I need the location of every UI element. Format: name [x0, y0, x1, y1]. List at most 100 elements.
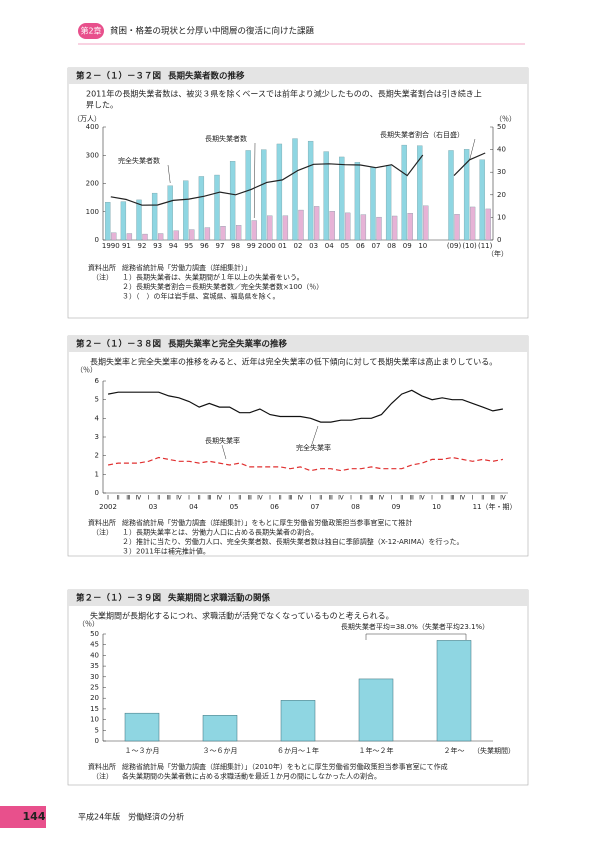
year-label: 09: [392, 503, 401, 511]
x-tick-label: Ⅱ: [157, 495, 160, 502]
bar: [220, 226, 226, 241]
bar: [198, 176, 205, 241]
bar: [313, 206, 320, 241]
x-tick-label: Ⅰ: [229, 495, 231, 502]
bar: [251, 220, 257, 241]
y-tick-label: 100: [86, 208, 99, 216]
x-tick-label: Ⅳ: [500, 495, 506, 502]
x-tick-label: Ⅲ: [207, 495, 211, 502]
figure-description: 2011年の長期失業者数は、被災３県を除くベースでは前年より減少したものの、長期…: [86, 89, 482, 99]
note: ２）推計に当たり、労働力人口、完全失業者数、長期失業者数は独自に季節調整（X-1…: [122, 537, 464, 546]
x-tick-label: Ⅱ: [441, 495, 444, 502]
bar: [485, 208, 491, 241]
x-tick-label: ２年～: [444, 746, 465, 755]
page-number: 144: [23, 810, 46, 823]
bar: [423, 205, 429, 241]
y-tick-label: 0: [95, 737, 99, 745]
source: 総務省統計局「労働力調査（詳細集計）」をもとに厚生労働省労働政策担当参事官室にて…: [122, 518, 412, 527]
leader: [221, 444, 227, 460]
figure-description: 長期失業率と完全失業率の推移をみると、近年は完全失業率の低下傾向に対して長期失業…: [90, 357, 497, 367]
x-tick-label: Ⅰ: [310, 495, 312, 502]
x-tick-label: Ⅰ: [148, 495, 150, 502]
bar: [282, 215, 289, 241]
bar: [329, 211, 335, 241]
header-title: 貧困・格差の現状と分厚い中間層の復活に向けた課題: [110, 26, 315, 37]
figure-number: 第２－（１）－３８図: [76, 339, 161, 350]
x-tick-label: Ⅳ: [338, 495, 344, 502]
bar: [214, 174, 220, 241]
x-tick-label: 05: [340, 242, 349, 250]
y-tick-label: 5: [95, 726, 99, 734]
x-tick-label: 02: [294, 242, 303, 250]
bar: [370, 167, 376, 241]
x-tick-label: Ⅲ: [126, 495, 130, 502]
bracket: [365, 633, 467, 640]
y-axis-label: （万人）: [73, 115, 101, 123]
publication: 平成24年版 労働経済の分析: [78, 812, 184, 822]
y-axis-label: （％）: [76, 366, 97, 374]
bar: [124, 712, 160, 742]
bar: [183, 180, 189, 241]
x-tick-label: Ⅱ: [279, 495, 282, 502]
x-tick-label: 97: [216, 242, 225, 250]
bar: [142, 233, 148, 241]
note-heading: （注）: [92, 528, 113, 537]
x-tick-label: Ⅱ: [360, 495, 363, 502]
line: [107, 389, 504, 423]
note-heading: （注）: [92, 772, 113, 781]
line: [107, 456, 504, 472]
bar: [454, 214, 460, 241]
year-label: 10: [432, 503, 441, 511]
x-tick-label: Ⅳ: [460, 495, 466, 502]
x-tick-label: Ⅰ: [188, 495, 190, 502]
note: ３）（ ）の年は岩手県、宮城県、福島県を除く。: [122, 292, 280, 301]
y-tick-label: 25: [90, 684, 99, 692]
x-tick-label: １年～２年: [359, 746, 394, 755]
x-tick-label: Ⅲ: [167, 495, 171, 502]
y-tick-label: 300: [86, 151, 99, 159]
x-tick-label: Ⅰ: [107, 495, 109, 502]
x-tick-label: (09): [447, 242, 462, 250]
y-tick-label: 6: [95, 377, 100, 385]
year-label: 06: [270, 503, 279, 511]
bar: [204, 227, 211, 241]
x-tick-label: Ⅳ: [176, 495, 182, 502]
x-tick-label: Ⅰ: [431, 495, 433, 502]
bar: [126, 233, 133, 241]
y-tick-label: 45: [90, 641, 99, 649]
note: １）長期失業者は、失業期間が１年以上の失業者をいう。: [122, 273, 304, 282]
x-tick-label: Ⅱ: [481, 495, 484, 502]
bar: [479, 159, 485, 241]
source-label: 資料出所: [88, 518, 116, 527]
x-tick-label: Ⅳ: [379, 495, 385, 502]
legend-label: 長期失業者数: [205, 134, 247, 143]
x-tick-label: Ⅲ: [410, 495, 414, 502]
x-tick-label: (11): [478, 242, 493, 250]
y-tick-label: 2: [95, 452, 99, 460]
y-tick-label: 0: [497, 236, 501, 244]
y-tick-label: 5: [95, 396, 99, 404]
bar: [354, 162, 361, 241]
x-tick-label: 01: [278, 242, 287, 250]
bar: [276, 143, 283, 241]
year-label: 04: [189, 503, 198, 511]
leader: [311, 425, 319, 445]
bar: [261, 149, 267, 241]
x-tick-label: ６か月～１年: [277, 746, 319, 755]
x-tick-label: Ⅲ: [369, 495, 373, 502]
x-tick-label: 2000: [258, 242, 276, 250]
x-tick-label: １～３か月: [125, 747, 160, 755]
x-tick-label: Ⅱ: [238, 495, 241, 502]
bar: [298, 209, 304, 241]
x-tick-label: Ⅳ: [298, 495, 304, 502]
x-tick-label: 91: [122, 242, 131, 250]
y-tick-label: 200: [86, 180, 99, 188]
x-tick-label: 96: [200, 242, 209, 250]
bar: [358, 678, 394, 742]
chapter: 第2章: [80, 26, 101, 36]
bar: [376, 216, 382, 241]
leader: [167, 164, 171, 184]
note: 各失業期間の失業者数に占める求職活動を最近１か月の間にしなかった人の割合。: [122, 772, 381, 781]
bar: [401, 144, 407, 241]
bar: [245, 150, 251, 241]
